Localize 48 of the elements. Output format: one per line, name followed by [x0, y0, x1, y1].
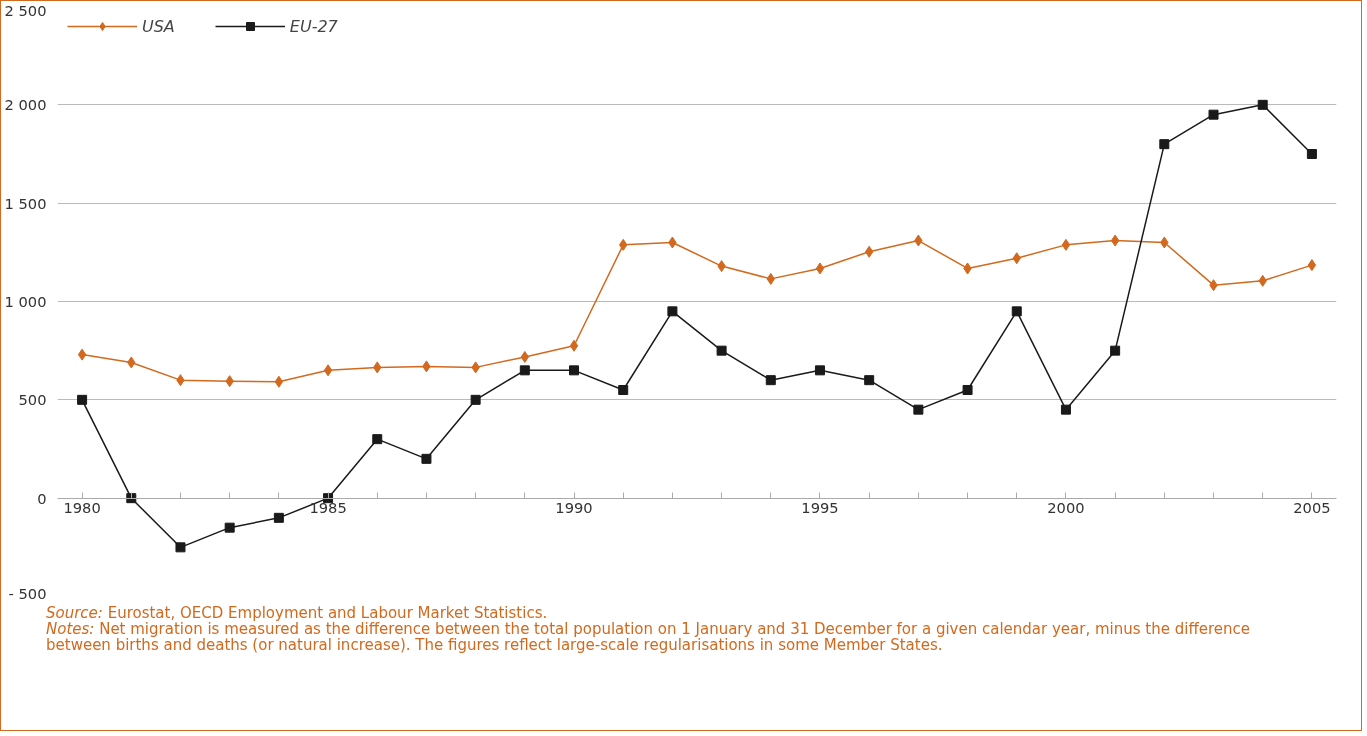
point — [716, 345, 727, 356]
y-tick-label: 1 500 — [4, 194, 47, 212]
y-tick-label: - 500 — [8, 584, 47, 602]
x-tick-label: 2005 — [1293, 499, 1331, 517]
x-tick-label: 1985 — [309, 499, 347, 517]
point — [1208, 109, 1219, 120]
point — [913, 404, 924, 415]
x-tick-label: 1995 — [801, 499, 839, 517]
point — [618, 385, 629, 395]
point — [224, 522, 235, 533]
point — [667, 306, 678, 317]
legend-label: USA — [142, 16, 175, 36]
point — [1110, 345, 1121, 356]
point — [1307, 259, 1317, 272]
point — [77, 348, 87, 361]
y-tick-label: 0 — [37, 489, 47, 507]
point — [864, 375, 875, 386]
point — [815, 262, 825, 275]
source-note: Source: Eurostat, OECD Employment and Labour Market Statistics. — [46, 604, 548, 622]
point — [765, 375, 776, 386]
point — [372, 434, 383, 445]
point — [77, 394, 88, 405]
point — [1011, 306, 1022, 317]
y-tick-label: 1 000 — [4, 293, 47, 310]
point — [274, 375, 284, 388]
point — [323, 364, 333, 377]
x-tick-label: 1980 — [63, 499, 101, 517]
point — [1306, 149, 1317, 159]
point — [1159, 139, 1170, 150]
point — [519, 365, 530, 376]
y-tick-label: 2 000 — [4, 96, 47, 114]
point — [1110, 234, 1120, 247]
point — [569, 365, 580, 376]
point — [273, 512, 284, 523]
point — [962, 385, 973, 395]
point — [1257, 99, 1268, 110]
point — [569, 339, 579, 352]
point — [1061, 238, 1071, 251]
point — [1060, 404, 1071, 415]
point — [814, 365, 825, 376]
legend-label: EU-27 — [289, 16, 338, 36]
y-tick-label: 500 — [18, 391, 47, 409]
point — [470, 394, 481, 405]
point — [421, 453, 432, 464]
point — [175, 542, 186, 553]
x-tick-label: 2000 — [1047, 499, 1085, 517]
y-tick-label: 2 500 — [4, 1, 47, 19]
x-tick-label: 1990 — [555, 499, 593, 517]
